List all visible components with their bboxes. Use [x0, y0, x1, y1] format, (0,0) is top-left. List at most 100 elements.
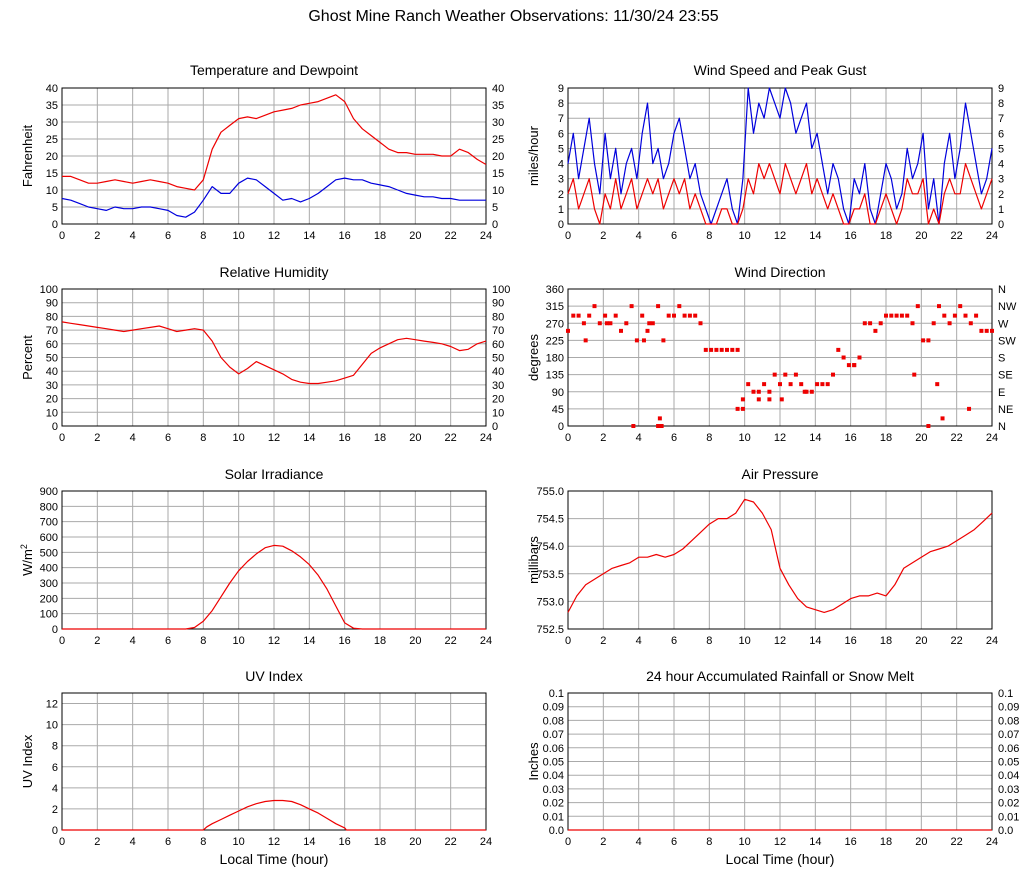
chart-title: Temperature and Dewpoint — [190, 62, 358, 78]
x-tick-label: 0 — [59, 635, 65, 647]
plot-frame — [61, 692, 487, 831]
y-right-tick-label: 0.0 — [998, 825, 1013, 837]
y-tick-label: 0 — [52, 421, 58, 433]
y-tick-label: 9 — [558, 83, 564, 95]
data-point — [661, 338, 666, 343]
x-tick-label: 16 — [845, 635, 857, 647]
y-right-tick-label: 0.08 — [998, 715, 1019, 727]
data-point — [857, 355, 862, 360]
data-point — [779, 397, 784, 402]
y-tick-label: 700 — [40, 517, 58, 529]
x-tick-label: 16 — [339, 635, 351, 647]
data-point — [862, 321, 867, 326]
x-tick-label: 16 — [339, 230, 351, 242]
y-tick-label: 70 — [46, 325, 58, 337]
y-tick-label: 4 — [558, 159, 564, 171]
chart-title: Wind Direction — [734, 264, 825, 280]
data-point — [604, 321, 609, 326]
data-point — [740, 397, 745, 402]
x-tick-label: 8 — [200, 635, 206, 647]
data-point — [767, 397, 772, 402]
x-tick-label: 14 — [809, 230, 821, 242]
data-point — [756, 397, 761, 402]
x-tick-label: 4 — [636, 836, 642, 848]
data-point — [894, 313, 899, 318]
x-tick-label: 16 — [339, 432, 351, 444]
y-tick-label: 180 — [546, 353, 564, 365]
x-tick-label: 2 — [94, 432, 100, 444]
x-tick-label: 20 — [409, 635, 421, 647]
y-right-tick-label: 30 — [492, 380, 504, 392]
x-tick-label: 4 — [130, 432, 136, 444]
y-right-tick-label: 20 — [492, 151, 504, 163]
y-tick-label: 40 — [46, 366, 58, 378]
x-tick-label: 10 — [233, 230, 245, 242]
data-point — [793, 372, 798, 377]
y-right-tick-label: 3 — [998, 174, 1004, 186]
y-tick-label: 800 — [40, 501, 58, 513]
y-right-tick-label: N — [998, 421, 1006, 433]
data-point — [659, 424, 664, 428]
y-tick-label: 30 — [46, 380, 58, 392]
y-tick-label: 10 — [46, 185, 58, 197]
x-tick-label: 24 — [986, 432, 998, 444]
y-right-tick-label: 0.04 — [998, 770, 1019, 782]
data-point — [778, 382, 782, 387]
x-tick-label: 14 — [809, 836, 821, 848]
x-tick-label: 22 — [951, 230, 963, 242]
y-tick-label: 0.08 — [543, 715, 564, 727]
y-tick-label: 270 — [546, 318, 564, 330]
data-point — [725, 347, 729, 352]
x-tick-label: 2 — [600, 635, 606, 647]
y-tick-label: 754.0 — [536, 541, 564, 553]
y-tick-label: 6 — [558, 128, 564, 140]
x-tick-label: 24 — [480, 635, 492, 647]
x-tick-label: 6 — [165, 230, 171, 242]
x-tick-label: 2 — [94, 230, 100, 242]
y-tick-label: 1 — [558, 204, 564, 216]
y-right-tick-label: 100 — [492, 284, 510, 296]
y-right-tick-label: N — [998, 284, 1006, 296]
y-axis-label-base: W/m — [20, 549, 35, 576]
x-tick-label: 10 — [233, 635, 245, 647]
y-tick-label: 225 — [546, 335, 564, 347]
x-tick-label: 14 — [303, 432, 315, 444]
x-tick-label: 18 — [880, 836, 892, 848]
y-tick-label: 200 — [40, 593, 58, 605]
y-tick-label: 90 — [552, 387, 564, 399]
y-tick-label: 0.06 — [543, 743, 564, 755]
data-point — [968, 321, 973, 326]
x-tick-label: 8 — [706, 230, 712, 242]
data-point — [756, 389, 761, 394]
x-tick-label: 2 — [600, 230, 606, 242]
y-axis-label: UV Index — [20, 734, 35, 788]
x-tick-label: 16 — [339, 836, 351, 848]
data-point — [657, 416, 662, 421]
data-point — [931, 321, 936, 326]
data-point — [576, 313, 581, 318]
y-right-tick-label: E — [998, 387, 1005, 399]
data-point — [967, 406, 972, 411]
y-tick-label: 10 — [46, 407, 58, 419]
data-point — [937, 304, 941, 309]
data-point — [802, 389, 807, 394]
x-tick-label: 8 — [706, 432, 712, 444]
x-tick-label: 2 — [600, 836, 606, 848]
data-point — [672, 313, 676, 318]
y-right-tick-label: 0.02 — [998, 798, 1019, 810]
y-tick-label: 4 — [52, 783, 58, 795]
x-tick-label: 18 — [374, 836, 386, 848]
y-tick-label: 5 — [52, 202, 58, 214]
data-point — [878, 321, 883, 326]
x-tick-label: 22 — [951, 635, 963, 647]
x-tick-label: 22 — [445, 836, 457, 848]
x-tick-label: 22 — [951, 432, 963, 444]
chart-title: Relative Humidity — [220, 264, 329, 280]
x-tick-label: 18 — [374, 635, 386, 647]
y-tick-label: 2 — [52, 804, 58, 816]
y-tick-label: 500 — [40, 547, 58, 559]
data-point — [836, 347, 841, 352]
data-point — [905, 313, 910, 318]
x-tick-label: 20 — [409, 230, 421, 242]
